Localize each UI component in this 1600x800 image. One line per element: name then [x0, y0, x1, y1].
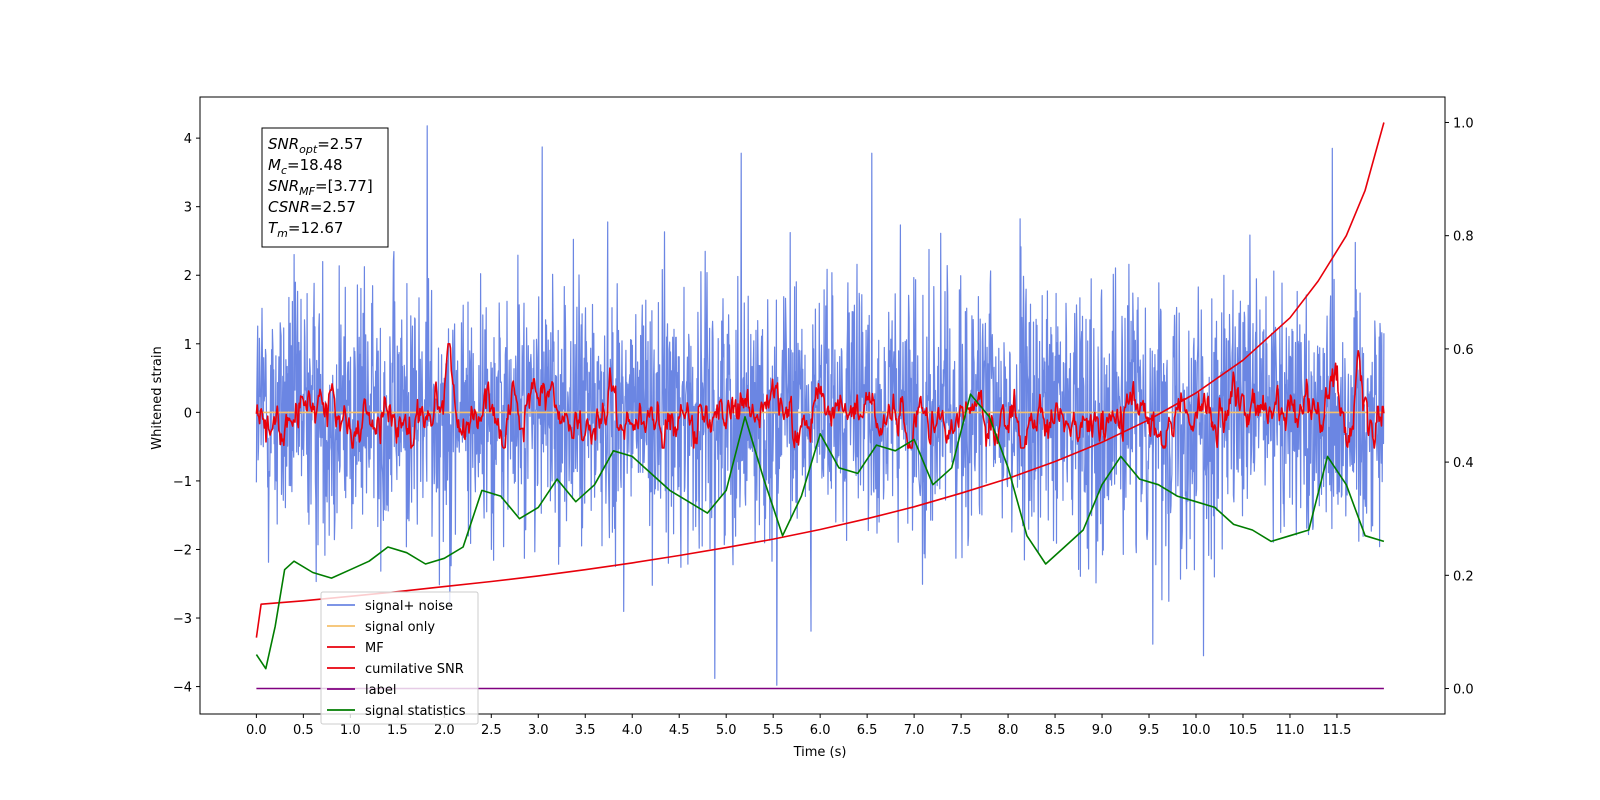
- annotation-line: SNRopt=2.57: [268, 135, 363, 156]
- legend-label: signal only: [365, 620, 435, 635]
- y-axis-label: Whitened strain: [150, 346, 165, 449]
- series-line-mf: [255, 343, 1385, 449]
- y-tick-label: 0: [184, 406, 192, 421]
- y-tick-label: 2: [184, 269, 192, 284]
- x-tick-label: 2.0: [434, 723, 455, 738]
- x-tick-label: 7.0: [904, 723, 925, 738]
- annotation-line: SNRMF=[3.77]: [268, 177, 373, 198]
- x-tick-label: 9.0: [1092, 723, 1113, 738]
- x-tick-label: 9.5: [1139, 723, 1160, 738]
- x-tick-label: 8.5: [1045, 723, 1066, 738]
- x-tick-label: 11.5: [1322, 723, 1351, 738]
- y-tick-label: 4: [184, 132, 192, 147]
- x-tick-label: 4.0: [622, 723, 643, 738]
- legend-label: signal statistics: [365, 704, 466, 719]
- axes: 0.0 0.5 1.0 1.5 2.0 2.5 3.0 3.5 4.0 4.5 5.0 5.5 6.0 6…: [173, 96, 1474, 738]
- x-tick-label: 8.0: [998, 723, 1019, 738]
- x-tick-label: 10.0: [1182, 723, 1211, 738]
- y2-tick-label: 0.4: [1453, 456, 1474, 471]
- y2-tick-label: 0.6: [1453, 343, 1474, 358]
- x-tick-label: 3.0: [528, 723, 549, 738]
- y2-tick-label: 0.8: [1453, 230, 1474, 245]
- x-tick-label: 1.0: [340, 723, 361, 738]
- y-tick-label: −2: [173, 543, 192, 558]
- x-tick-label: 6.0: [810, 723, 831, 738]
- y2-tick-label: 1.0: [1453, 116, 1474, 131]
- y-tick-label: 3: [184, 201, 192, 216]
- x-tick-label: 11.0: [1275, 723, 1304, 738]
- legend: signal+ noise signal only MF cumilative SNR…: [320, 591, 479, 725]
- x-tick-label: 3.5: [575, 723, 596, 738]
- plot-frame: [199, 96, 1446, 715]
- legend-label: cumilative SNR: [365, 662, 464, 677]
- x-tick-label: 0.0: [246, 723, 267, 738]
- x-tick-label: 7.5: [951, 723, 972, 738]
- y-tick-label: −1: [173, 475, 192, 490]
- legend-label: label: [365, 683, 396, 698]
- y2-tick-label: 0.2: [1453, 569, 1474, 584]
- annotation-line: Tm=12.67: [268, 219, 343, 240]
- x-tick-label: 6.5: [857, 723, 878, 738]
- x-tick-label: 5.0: [716, 723, 737, 738]
- annotation-frame: [261, 127, 389, 248]
- legend-label: MF: [365, 641, 384, 656]
- y-tick-label: 1: [184, 338, 192, 353]
- series-line-cumilative-snr: [255, 122, 1385, 638]
- y-tick-label: −4: [173, 681, 192, 696]
- x-tick-label: 4.5: [669, 723, 690, 738]
- stats-annotation-box: SNRopt=2.57Mc=18.48SNRMF=[3.77]CSNR=2.57…: [261, 127, 389, 248]
- legend-frame: [320, 591, 479, 725]
- legend-label: signal+ noise: [365, 599, 453, 614]
- x-tick-label: 5.5: [763, 723, 784, 738]
- annotation-line: Mc=18.48: [268, 156, 343, 177]
- annotation-line: CSNR=2.57: [268, 198, 356, 216]
- y2-tick-label: 0.0: [1453, 683, 1474, 698]
- x-tick-label: 1.5: [387, 723, 408, 738]
- series-line-signal-statistics: [255, 393, 1385, 670]
- x-tick-label: 2.5: [481, 723, 502, 738]
- x-tick-label: 0.5: [293, 723, 314, 738]
- x-axis-label: Time (s): [793, 745, 847, 760]
- y-tick-label: −3: [173, 612, 192, 627]
- x-tick-label: 10.5: [1229, 723, 1258, 738]
